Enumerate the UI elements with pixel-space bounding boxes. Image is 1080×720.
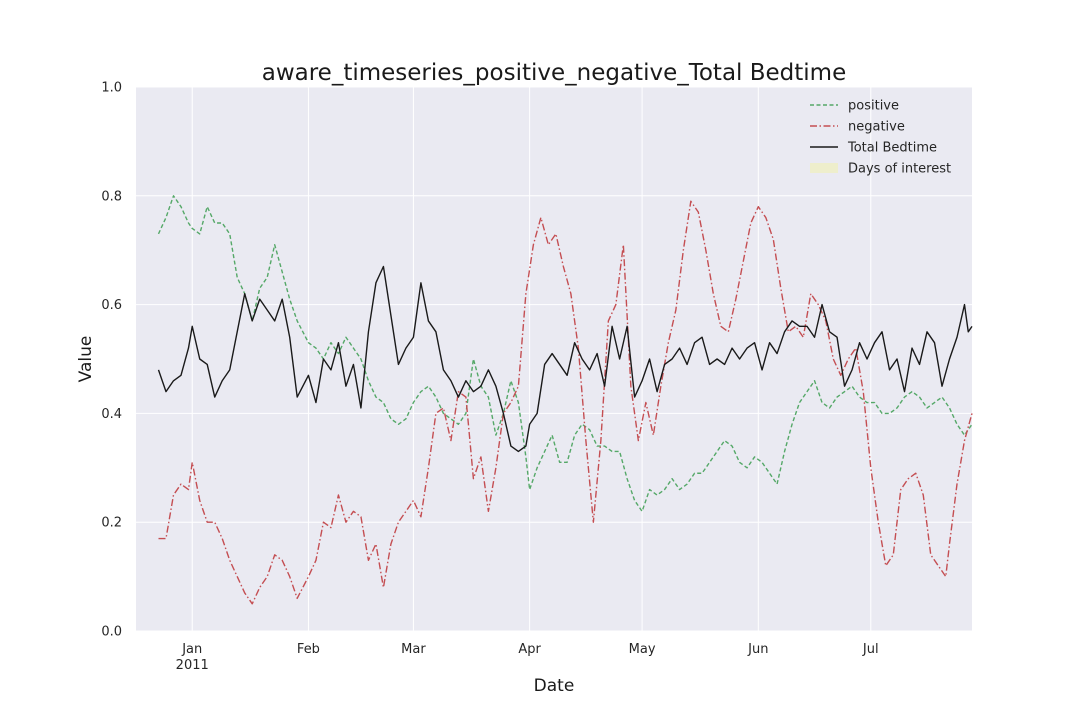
grid — [136, 86, 972, 632]
legend-swatch-days-of-interest — [810, 163, 838, 173]
x-tick-sublabel: 2011 — [176, 658, 209, 673]
series-line-negative — [158, 200, 973, 605]
x-tick-label: Jan — [181, 642, 202, 657]
x-tick-label: May — [629, 642, 656, 657]
x-tick-label: Jul — [862, 642, 879, 657]
chart-title: aware_timeseries_positive_negative_Total… — [262, 60, 847, 86]
legend-label: Total Bedtime — [847, 141, 937, 156]
y-tick-label: 0.6 — [101, 298, 122, 313]
x-tick-label: Jun — [747, 642, 768, 657]
x-tick-label: Mar — [401, 642, 426, 657]
y-axis-label: Value — [76, 336, 96, 383]
series-line-total-bedtime — [157, 265, 973, 453]
series-line-positive — [157, 195, 973, 513]
plot-background — [136, 87, 972, 631]
x-tick-label: Apr — [518, 642, 541, 657]
y-tick-label: 0.8 — [101, 189, 122, 204]
legend-label: Days of interest — [848, 162, 951, 177]
legend-label: positive — [848, 99, 899, 114]
y-tick-label: 0.4 — [101, 407, 122, 422]
legend: positive negative Total Bedtime Days of int… — [810, 99, 951, 177]
legend-label: negative — [848, 120, 905, 135]
y-tick-labels: 0.0 0.2 0.4 0.6 0.8 1.0 — [101, 81, 122, 640]
y-tick-label: 0.2 — [101, 516, 122, 531]
x-tick-label: Feb — [297, 642, 320, 657]
series-lines — [157, 195, 973, 605]
y-tick-label: 0.0 — [101, 625, 122, 640]
x-axis-label: Date — [534, 676, 575, 696]
y-tick-label: 1.0 — [101, 81, 122, 96]
